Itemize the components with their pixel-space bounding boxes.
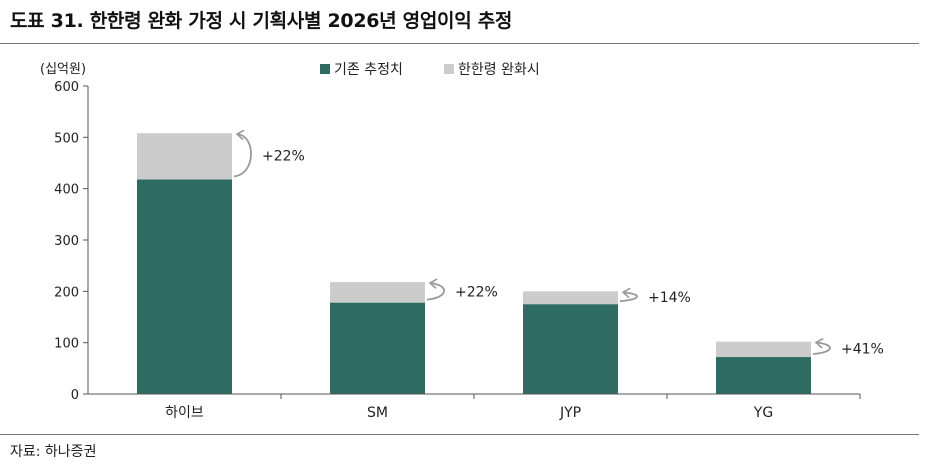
bar-increment bbox=[330, 282, 425, 303]
bar-base bbox=[523, 304, 618, 394]
title-rule bbox=[0, 43, 919, 44]
y-tick-label: 100 bbox=[54, 337, 79, 352]
change-label: +22% bbox=[262, 148, 305, 164]
legend-label-base: 기존 추정치 bbox=[334, 62, 403, 78]
bars bbox=[137, 133, 811, 394]
legend-label-increment: 한한령 완화시 bbox=[458, 62, 540, 78]
bar-base bbox=[716, 357, 811, 394]
x-category-label: 하이브 bbox=[165, 405, 204, 421]
footer-rule bbox=[0, 434, 919, 435]
y-tick-label: 300 bbox=[54, 234, 79, 249]
source-note: 자료: 하나증권 bbox=[10, 444, 97, 460]
y-tick-label: 200 bbox=[54, 285, 79, 300]
bar-increment bbox=[137, 133, 232, 180]
x-axis: 하이브 SM JYP YG bbox=[88, 393, 861, 421]
chart-title: 도표 31. 한한령 완화 가정 시 기획사별 2026년 영업이익 추정 bbox=[10, 10, 513, 32]
growth-arrow bbox=[233, 134, 252, 178]
legend-swatch-base bbox=[320, 64, 330, 74]
growth-arrow bbox=[619, 292, 638, 303]
y-tick-label: 500 bbox=[54, 131, 79, 146]
y-tick-label: 600 bbox=[54, 80, 79, 95]
x-category-label: JYP bbox=[559, 405, 581, 421]
legend-swatch-increment bbox=[444, 64, 454, 74]
bar-increment bbox=[716, 341, 811, 358]
bar-base bbox=[137, 179, 232, 394]
change-label: +22% bbox=[455, 284, 498, 300]
change-annotations: +22% +22% +14% +41% bbox=[233, 134, 884, 357]
change-label: +41% bbox=[841, 341, 884, 357]
x-category-label: YG bbox=[753, 405, 773, 421]
y-axis: 0 100 200 300 400 500 600 bbox=[54, 80, 89, 403]
bar-base bbox=[330, 302, 425, 394]
y-axis-unit-label: (십억원) bbox=[40, 62, 86, 77]
bar-increment bbox=[523, 291, 618, 305]
x-category-label: SM bbox=[367, 405, 388, 421]
y-tick-label: 400 bbox=[54, 183, 79, 198]
change-label: +14% bbox=[648, 290, 691, 306]
growth-arrow bbox=[812, 343, 831, 355]
y-tick-label: 0 bbox=[71, 388, 79, 403]
legend: 기존 추정치 한한령 완화시 bbox=[320, 62, 540, 78]
growth-arrow bbox=[426, 283, 445, 301]
